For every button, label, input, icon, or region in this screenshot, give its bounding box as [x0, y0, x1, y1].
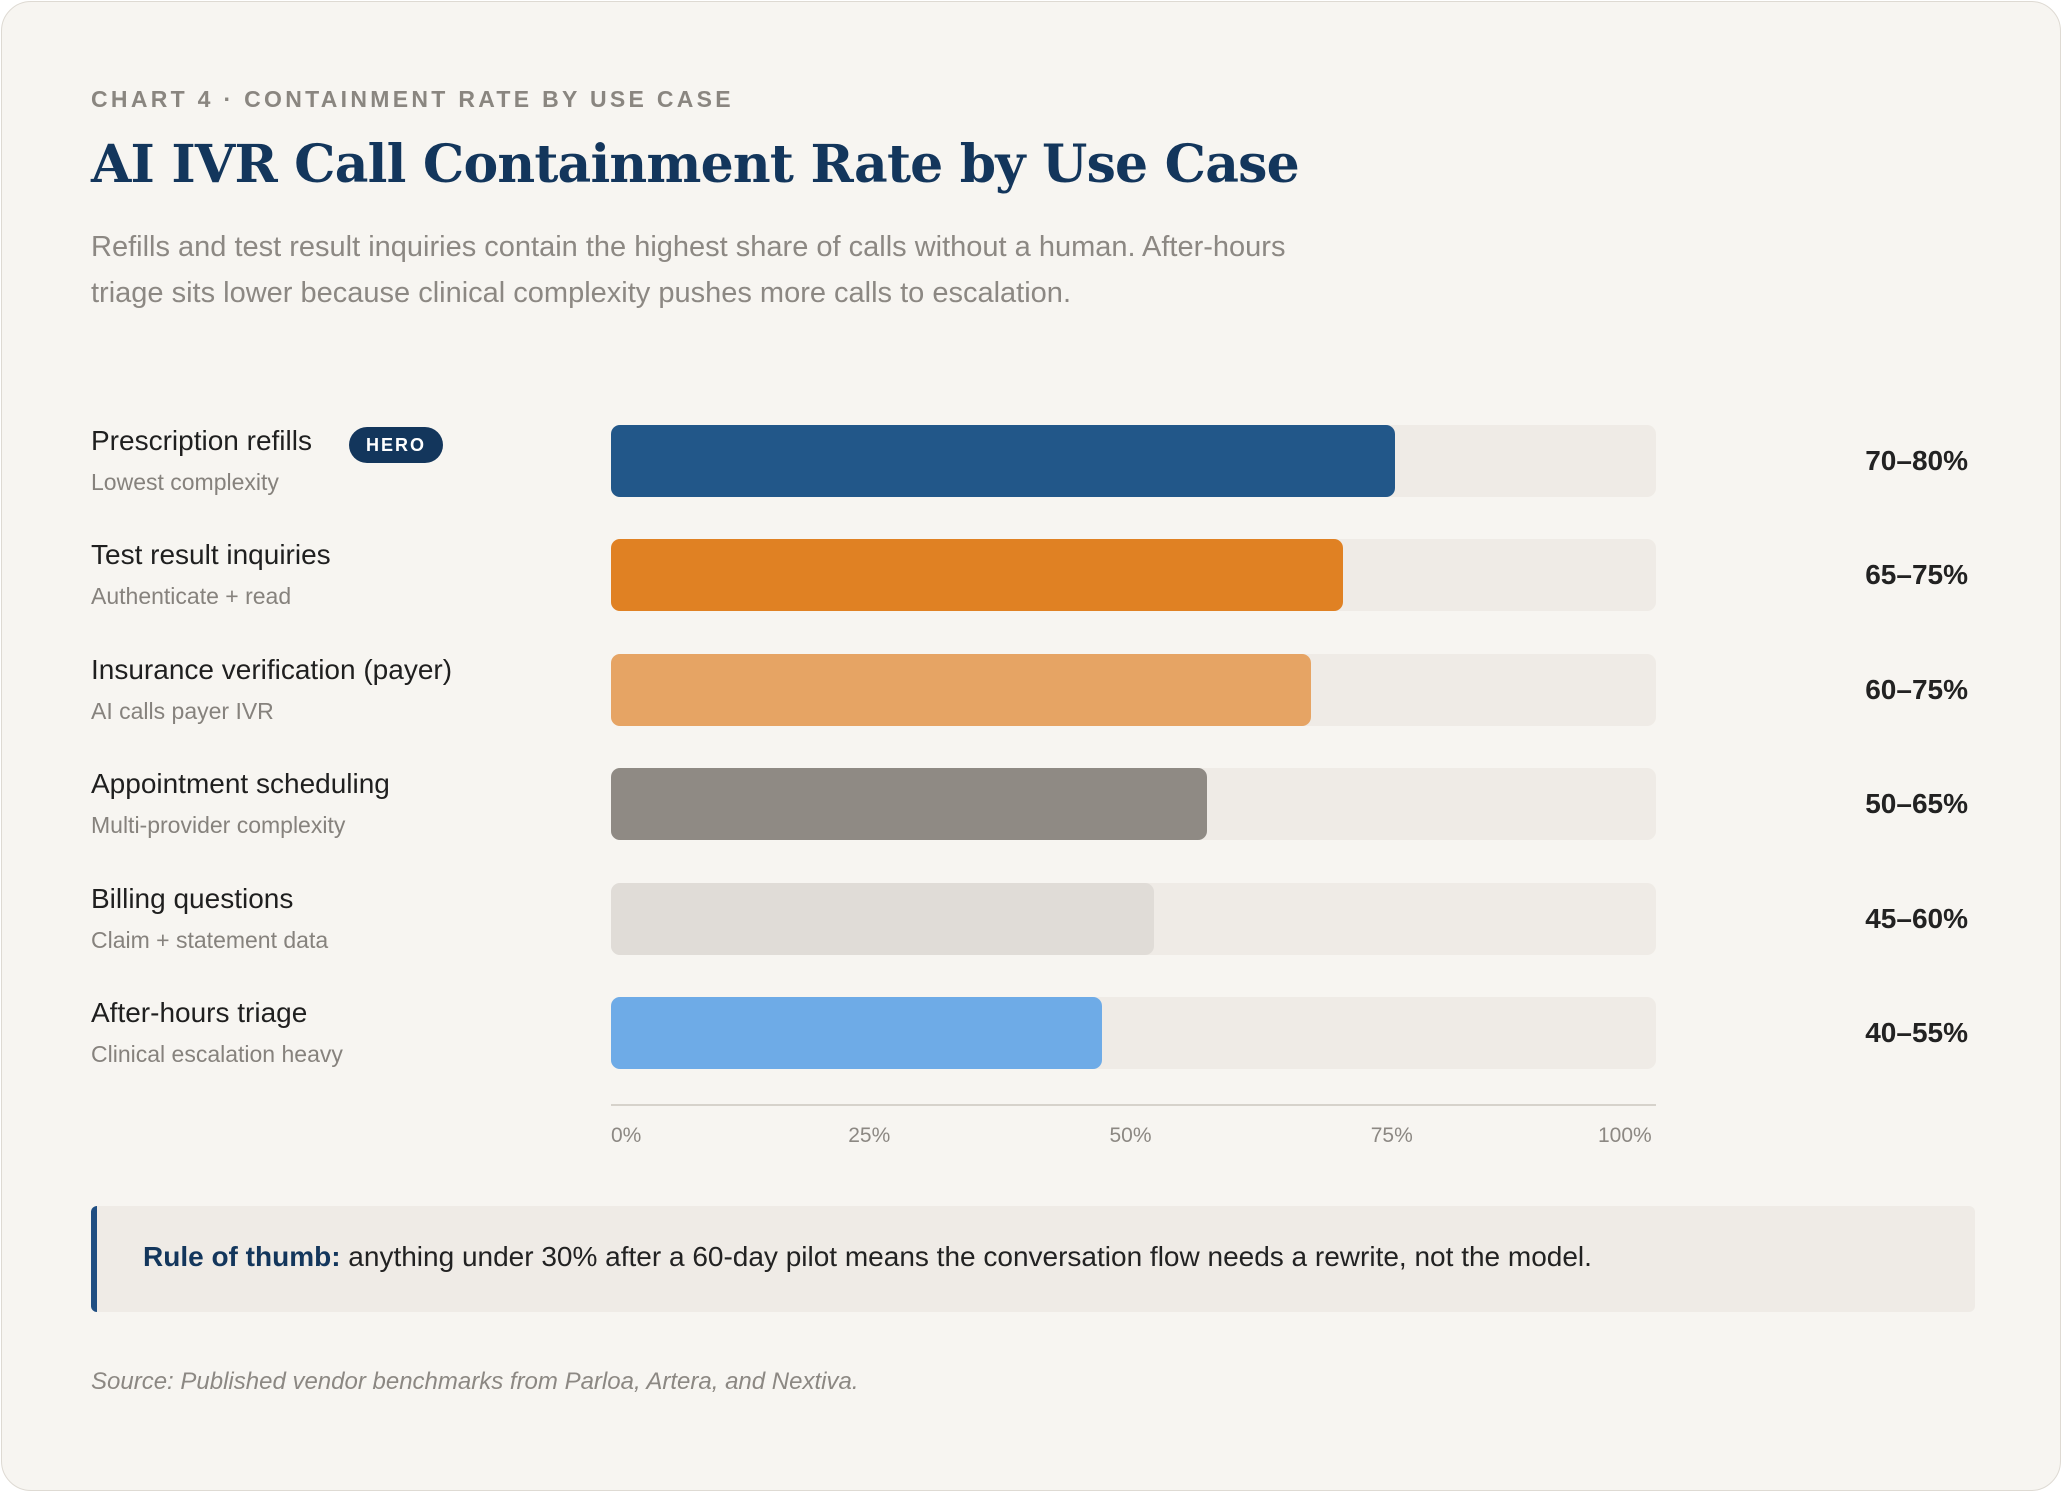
bar-track — [611, 882, 1656, 955]
bar-value-label: 70–80% — [1865, 445, 1968, 476]
x-tick-label: 25% — [848, 1124, 891, 1147]
bar-value-label: 45–60% — [1865, 902, 1968, 934]
bar-value-label: 60–75% — [1865, 673, 1968, 705]
x-tick-label: 100% — [1598, 1124, 1652, 1147]
bar-track — [611, 425, 1656, 497]
bar-category-sublabel: Authenticate + read — [91, 583, 292, 610]
bar-category-sublabel: Clinical escalation heavy — [91, 1041, 343, 1067]
callout-text: Rule of thumb: anything under 30% after … — [143, 1241, 1592, 1273]
bar — [611, 653, 1312, 726]
bar — [611, 997, 1103, 1069]
x-tick-label: 0% — [611, 1124, 642, 1147]
bar-category-sublabel: Multi-provider complexity — [91, 812, 346, 839]
x-axis-line — [611, 1104, 1656, 1106]
bar-track — [611, 539, 1656, 612]
bar — [611, 425, 1395, 497]
callout-body: anything under 30% after a 60-day pilot … — [340, 1241, 1592, 1272]
bar-category-sublabel: Claim + statement data — [91, 926, 329, 953]
bar-category-sublabel: AI calls payer IVR — [91, 697, 274, 724]
hero-badge: HERO — [349, 427, 444, 463]
bar — [611, 882, 1155, 955]
bar-track — [611, 997, 1656, 1069]
chart-eyebrow: CHART 4 · CONTAINMENT RATE BY USE CASE — [91, 86, 734, 112]
x-tick-label: 50% — [1109, 1124, 1152, 1147]
source-note: Source: Published vendor benchmarks from… — [91, 1368, 859, 1395]
bar-category-label: Appointment scheduling — [91, 768, 390, 800]
bar-category-label: Test result inquiries — [91, 539, 331, 571]
bar-category-label: Prescription refills — [91, 425, 312, 456]
bar-category-label: Insurance verification (payer) — [91, 653, 453, 685]
rule-of-thumb-callout: Rule of thumb: anything under 30% after … — [91, 1206, 1975, 1312]
chart-subtitle: Refills and test result inquiries contai… — [91, 231, 1286, 309]
callout-label: Rule of thumb: — [143, 1241, 341, 1272]
bar-track — [611, 768, 1656, 841]
bar-category-sublabel: Lowest complexity — [91, 469, 279, 495]
bar-category-label: Billing questions — [91, 882, 294, 914]
bar — [611, 768, 1207, 841]
bar-category-label: After-hours triage — [91, 997, 308, 1028]
chart-title: AI IVR Call Containment Rate by Use Case — [91, 134, 1300, 195]
bar-track — [611, 653, 1656, 726]
bar-value-label: 50–65% — [1865, 788, 1968, 820]
bar-value-label: 65–75% — [1865, 559, 1968, 591]
bar — [611, 539, 1343, 612]
bar-value-label: 40–55% — [1865, 1017, 1968, 1048]
x-tick-label: 75% — [1370, 1124, 1413, 1147]
